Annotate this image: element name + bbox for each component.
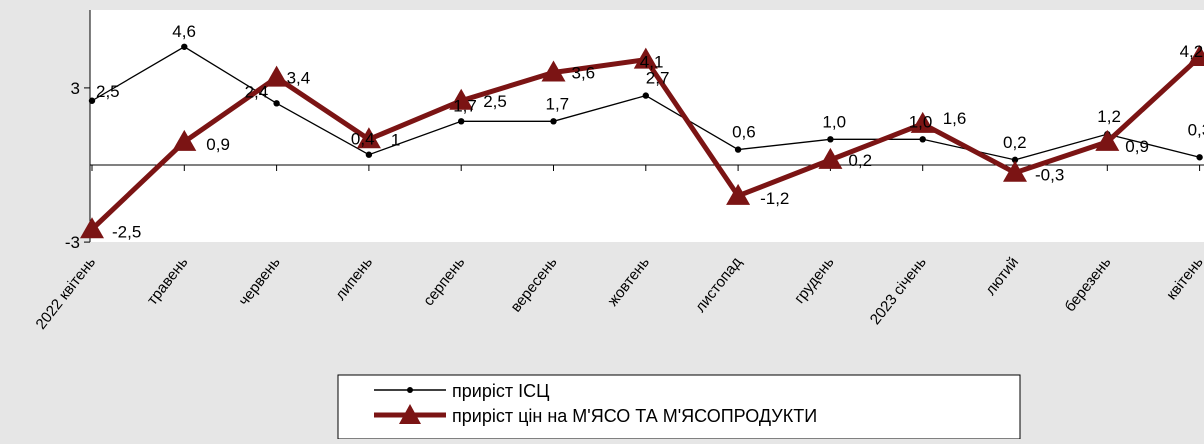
data-label-cpi: 1,0 [909, 112, 933, 131]
data-label-cpi: 0,2 [1003, 133, 1027, 152]
data-label-meat: 0,2 [848, 151, 872, 170]
legend-box [337, 374, 1021, 440]
x-category-label: вересень [507, 254, 560, 316]
point-cpi [1011, 156, 1019, 164]
y-tick-label: 3 [71, 79, 80, 98]
plot-area [90, 10, 1204, 242]
point-cpi [919, 136, 926, 143]
data-label-meat: 3,4 [287, 69, 311, 88]
data-label-meat: -0,3 [1035, 166, 1064, 185]
x-category-label: грудень [791, 254, 838, 307]
data-label-cpi: 4,6 [172, 22, 196, 41]
point-cpi [734, 146, 742, 153]
data-label-cpi: 1,2 [1097, 107, 1121, 126]
data-label-cpi: 1,0 [822, 112, 846, 131]
data-label-meat: 4,2 [1180, 42, 1204, 61]
data-label-cpi: 1,7 [546, 94, 570, 113]
legend-marker-meat [399, 404, 421, 424]
point-meat [449, 88, 474, 110]
data-label-meat: 0,9 [206, 135, 230, 154]
data-label-cpi: 2,7 [646, 69, 670, 88]
data-label-cpi: 0,3 [1188, 120, 1204, 139]
point-cpi [458, 118, 465, 125]
x-category-label: 2022 квітень [32, 254, 99, 333]
point-cpi [365, 151, 373, 158]
point-cpi [827, 136, 834, 143]
point-cpi [273, 100, 280, 107]
point-meat [726, 183, 751, 205]
legend-marker-cpi [407, 387, 413, 393]
data-label-cpi: 2,4 [245, 82, 269, 101]
legend-label-cpi: приріст ІСЦ [452, 381, 549, 401]
data-label-cpi: 2,5 [96, 82, 120, 101]
data-label-meat: 1 [391, 130, 400, 149]
point-cpi [181, 43, 188, 50]
y-tick-label: -3 [65, 233, 80, 252]
point-cpi [1196, 154, 1203, 161]
data-label-meat: 0,9 [1125, 137, 1149, 156]
point-meat [633, 47, 658, 69]
data-label-meat: 4,1 [640, 53, 664, 72]
data-label-meat: -1,2 [760, 189, 789, 208]
x-category-label: 2023 січень [867, 254, 930, 328]
point-meat [910, 111, 935, 133]
x-category-label: квітень [1163, 254, 1204, 303]
x-category-label: травень [144, 254, 192, 309]
x-category-label: липень [332, 254, 376, 304]
point-meat [1187, 45, 1204, 67]
x-category-label: березень [1061, 254, 1114, 315]
x-category-label: листопад [692, 254, 746, 316]
point-meat [80, 217, 104, 239]
legend: приріст ІСЦ приріст цін на М'ЯСО ТА М'ЯС… [337, 374, 1021, 440]
data-label-cpi: 1,7 [453, 96, 477, 115]
data-label-meat: 3,6 [572, 63, 596, 82]
x-category-label: жовтень [604, 254, 653, 310]
point-meat [818, 147, 843, 169]
x-category-label: серпень [420, 254, 468, 309]
point-cpi [642, 92, 649, 99]
point-meat [172, 129, 197, 151]
data-label-meat: 1,6 [943, 109, 967, 128]
data-label-meat: 2,5 [483, 92, 507, 111]
data-label-cpi: 0,4 [351, 130, 375, 149]
x-category-label: лютий [982, 254, 1022, 299]
point-meat [1095, 129, 1120, 151]
point-cpi [550, 118, 557, 125]
point-cpi [88, 97, 96, 104]
point-meat [264, 65, 289, 87]
data-label-cpi: 0,6 [732, 123, 756, 142]
point-meat [541, 60, 566, 82]
legend-label-meat: приріст цін на М'ЯСО ТА М'ЯСОПРОДУКТИ [452, 406, 817, 426]
x-category-label: червень [235, 254, 283, 309]
data-label-meat: -2,5 [112, 222, 141, 241]
point-meat [1003, 160, 1027, 182]
point-meat [356, 127, 381, 149]
